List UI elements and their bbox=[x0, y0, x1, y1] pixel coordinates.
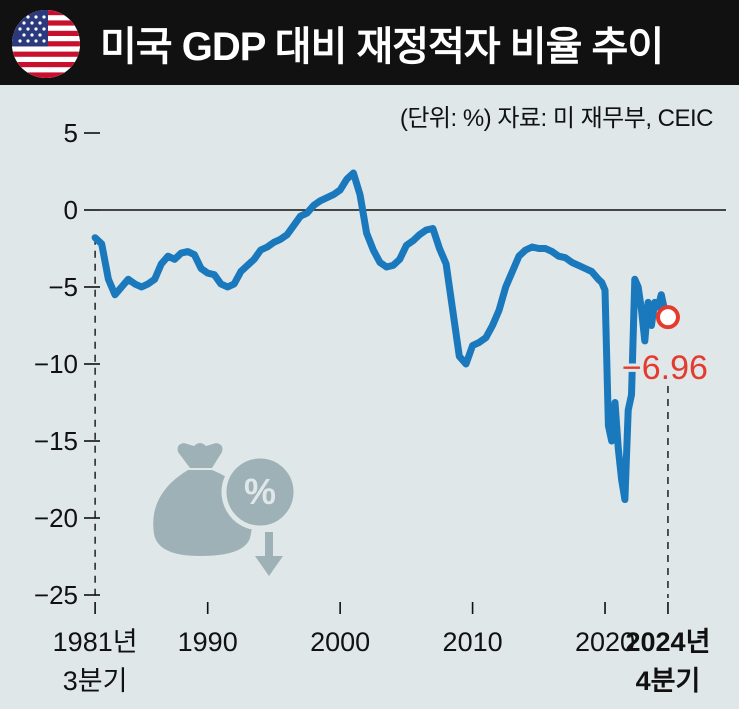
x-tick-label: 2024년 bbox=[626, 627, 711, 657]
y-tick-label: −10 bbox=[34, 349, 78, 379]
us-flag-icon bbox=[12, 10, 80, 78]
y-tick-label: −15 bbox=[34, 426, 78, 456]
svg-text:%: % bbox=[244, 471, 276, 512]
y-tick-label: 0 bbox=[64, 195, 78, 225]
y-tick-label: −25 bbox=[34, 580, 78, 610]
y-tick-label: −5 bbox=[48, 272, 78, 302]
latest-value-label: −6.96 bbox=[622, 349, 708, 387]
y-tick-label: 5 bbox=[64, 118, 78, 148]
deficit-ratio-line bbox=[91, 169, 672, 503]
x-tick-label: 2020 bbox=[575, 627, 635, 657]
title-bar: 미국 GDP 대비 재정적자 비율 추이 bbox=[0, 0, 739, 85]
y-tick-label: −20 bbox=[34, 503, 78, 533]
source-note: (단위: %) 자료: 미 재무부, CEIC bbox=[399, 105, 714, 132]
latest-value-marker bbox=[655, 305, 680, 330]
x-tick-label-line2: 4분기 bbox=[636, 666, 701, 696]
x-tick-label: 2000 bbox=[310, 627, 370, 657]
x-tick-label-line2: 3분기 bbox=[63, 666, 128, 696]
axes: 5 0 −5 −10 −15 −20 −25 1981년 3분기 1990 2000 2010 2020… bbox=[34, 118, 726, 696]
x-tick-label: 2010 bbox=[443, 627, 503, 657]
x-tick-label: 1990 bbox=[178, 627, 238, 657]
chart-marks: −6.96 bbox=[91, 169, 711, 503]
money-bag-percent-icon: % bbox=[153, 443, 299, 576]
chart-title: 미국 GDP 대비 재정적자 비율 추이 bbox=[100, 25, 664, 69]
x-tick-label: 1981년 bbox=[53, 627, 138, 657]
